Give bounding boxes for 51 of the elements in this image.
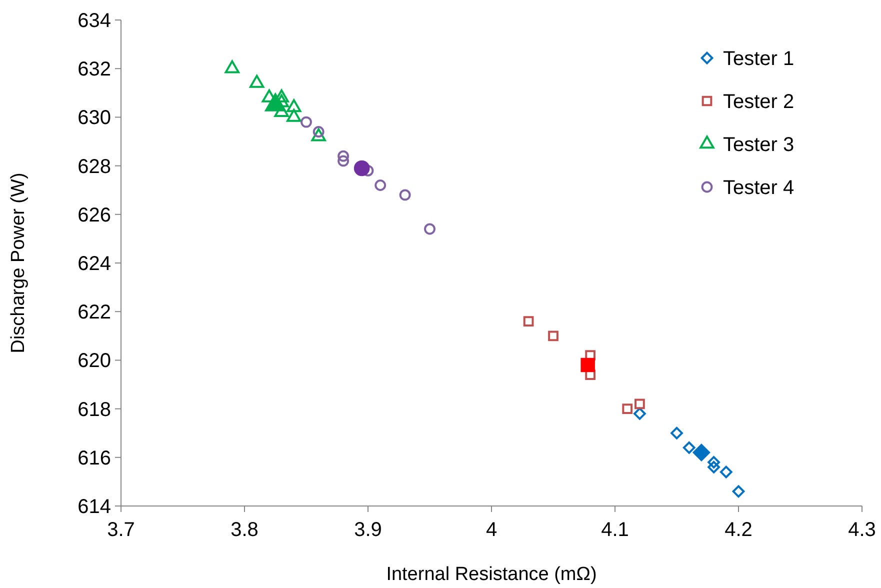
point (311, 128, 326, 142)
y-tick-label: 616 (78, 447, 111, 470)
legend-label: Tester 2 (723, 91, 794, 113)
point (424, 223, 436, 235)
point (634, 398, 645, 410)
legend-label: Tester 1 (723, 48, 794, 70)
point (585, 350, 596, 361)
point (720, 466, 732, 478)
point (399, 189, 411, 201)
point (338, 150, 350, 162)
point (286, 99, 302, 112)
y-tick-label: 614 (78, 496, 111, 518)
point (708, 456, 720, 468)
point (622, 404, 633, 414)
y-tick-label: 618 (78, 398, 111, 421)
point (634, 407, 646, 420)
point (732, 485, 745, 498)
x-axis-title: Internal Resistance (mΩ) (386, 564, 597, 585)
point (585, 370, 596, 380)
point (286, 108, 302, 122)
point (670, 426, 683, 440)
y-axis-title: Discharge Power (W) (8, 172, 29, 354)
point (692, 444, 710, 462)
x-tick-label: 3.8 (230, 519, 258, 541)
point (300, 116, 312, 128)
point (338, 155, 350, 167)
x-tick-label: 4.1 (601, 519, 629, 541)
y-tick-label: 620 (78, 350, 111, 372)
point (580, 358, 595, 372)
point (708, 460, 720, 474)
y-tick-label: 630 (78, 107, 111, 130)
legend-label: Tester 3 (723, 134, 794, 156)
x-tick-label: 3.7 (107, 519, 135, 541)
y-tick-label: 628 (78, 156, 111, 178)
point (682, 441, 696, 454)
point (548, 330, 558, 342)
y-tick-label: 622 (78, 302, 111, 324)
legend-label: Tester 4 (723, 177, 794, 199)
y-tick-label: 624 (78, 253, 111, 275)
x-tick-label: 4 (486, 519, 498, 541)
point (249, 74, 264, 88)
x-tick-label: 3.9 (354, 519, 382, 541)
point (523, 316, 534, 327)
x-tick-label: 4.3 (848, 519, 876, 541)
point (374, 180, 386, 191)
y-tick-label: 626 (78, 204, 111, 226)
y-tick-label: 634 (78, 10, 111, 32)
point (224, 60, 240, 74)
y-tick-label: 632 (78, 58, 111, 81)
point (354, 160, 370, 176)
x-tick-label: 4.2 (724, 519, 752, 541)
